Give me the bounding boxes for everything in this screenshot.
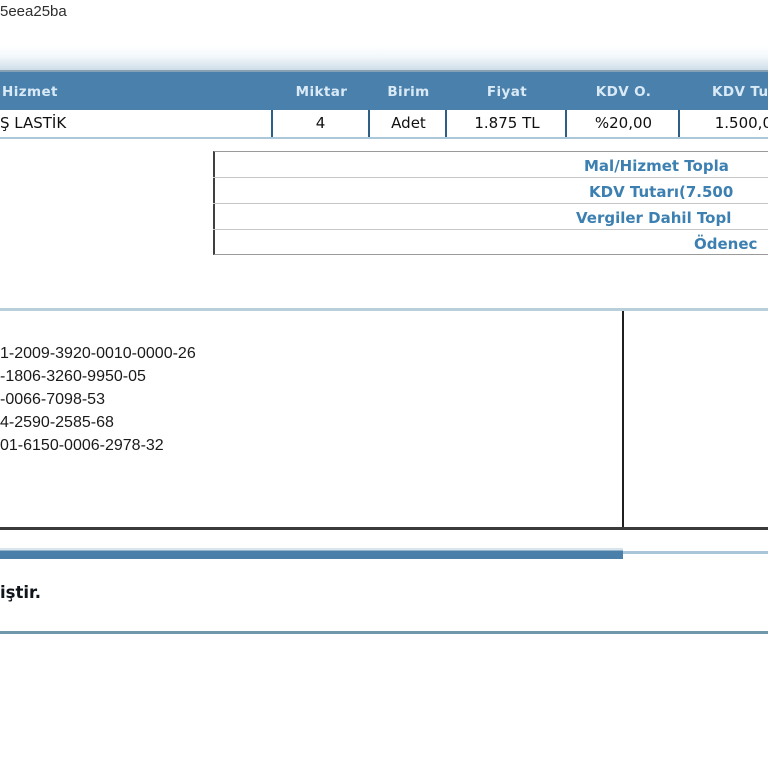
bank-account-line: -1806-3260-9950-05 <box>0 368 146 385</box>
cell-divider <box>368 110 370 137</box>
column-header-quantity: Miktar <box>295 84 348 100</box>
bank-account-line: 4-2590-2585-68 <box>0 414 114 431</box>
totals-row-separator <box>213 177 768 178</box>
footer-thin-line <box>623 551 768 554</box>
column-header-vat-amount: KDV Tu <box>712 84 768 100</box>
table-bottom-border <box>0 137 768 139</box>
totals-label-total-incl-taxes: Vergiler Dahil Topl <box>576 209 732 227</box>
column-header-product: Hizmet <box>2 84 58 100</box>
section-bottom-rule <box>0 527 768 530</box>
totals-label-vat-amount: KDV Tutarı(7.500 <box>589 183 734 201</box>
vertical-divider <box>622 311 624 527</box>
items-table-header: Hizmet Miktar Birim Fiyat KDV O. KDV Tu <box>0 70 768 110</box>
item-price: 1.875 TL <box>474 114 540 132</box>
cell-divider <box>271 110 273 137</box>
bank-account-line: 1-2009-3920-0010-0000-26 <box>0 345 196 362</box>
item-unit: Adet <box>391 114 426 132</box>
section-top-rule <box>0 308 768 311</box>
footer-accent-bar <box>0 548 623 559</box>
table-row <box>0 110 768 137</box>
bottom-rule <box>0 631 768 634</box>
bank-account-list: 1-2009-3920-0010-0000-26 -1806-3260-9950… <box>0 342 196 457</box>
invoice-uuid-fragment: 5eea25ba <box>0 3 67 20</box>
totals-label-payable: Ödenec <box>694 235 758 253</box>
item-quantity: 4 <box>315 114 326 132</box>
bank-account-line: 01-6150-0006-2978-32 <box>0 437 164 454</box>
column-header-price: Fiyat <box>486 84 528 100</box>
column-header-vat-rate: KDV O. <box>595 84 652 100</box>
cell-divider <box>445 110 447 137</box>
header-gradient-band <box>0 46 768 70</box>
totals-label-goods-total: Mal/Hizmet Topla <box>584 157 729 175</box>
bank-account-line: -0066-7098-53 <box>0 391 105 408</box>
cell-divider <box>565 110 567 137</box>
footer-note-fragment: iştir. <box>0 583 42 602</box>
cell-divider <box>678 110 680 137</box>
column-header-unit: Birim <box>387 84 430 100</box>
item-vat-amount: 1.500,0 <box>714 114 768 132</box>
item-vat-rate: %20,00 <box>594 114 653 132</box>
totals-row-separator <box>213 229 768 230</box>
item-product-name: Ş LASTİK <box>0 114 67 132</box>
totals-row-separator <box>213 203 768 204</box>
